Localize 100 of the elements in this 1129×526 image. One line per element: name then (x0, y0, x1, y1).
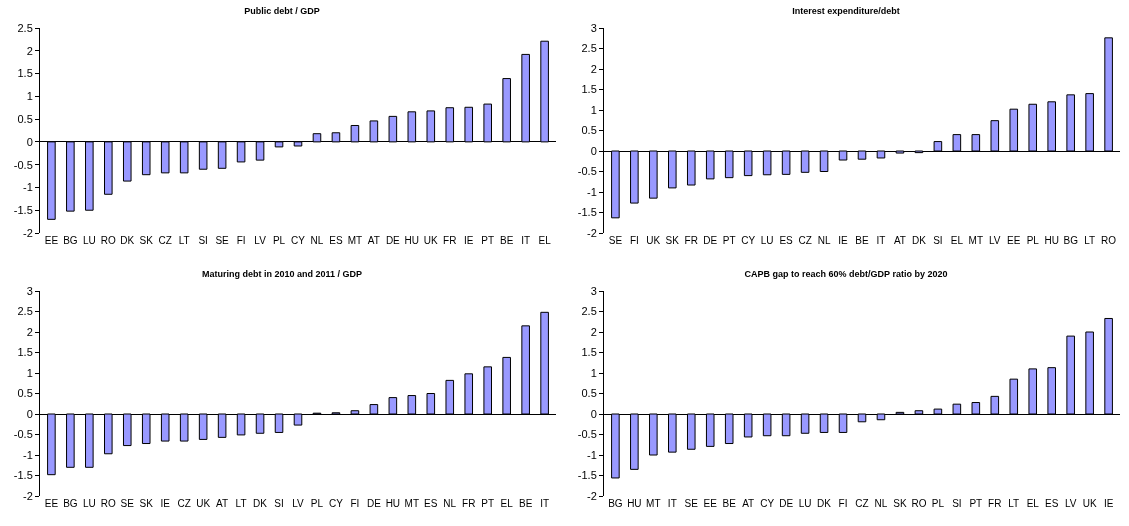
x-tick-label: SK (139, 498, 154, 509)
x-tick-label: CZ (177, 498, 191, 509)
y-tick-label: 1.5 (581, 346, 597, 359)
y-tick-label: 2.5 (581, 305, 597, 318)
x-tick-label: HU (627, 498, 642, 509)
x-tick-label: AT (216, 498, 229, 509)
x-tick-label: IT (540, 498, 550, 509)
y-tick-label: -0.5 (13, 158, 33, 171)
x-tick-label: PL (1026, 235, 1040, 246)
x-tick-label: EL (500, 498, 514, 509)
x-tick-label: DK (120, 235, 135, 246)
x-tick-label: RO (100, 235, 117, 246)
y-tick-label: 0 (590, 144, 597, 157)
x-tick-label: CZ (798, 235, 812, 246)
x-tick-label: HU (1044, 235, 1059, 246)
y-tick-label: 2 (590, 62, 597, 75)
x-tick-label: UK (423, 235, 439, 246)
chart-title: Interest expenditure/debt (792, 6, 900, 17)
x-tick-label: AT (367, 235, 380, 246)
x-tick-label: FR (443, 235, 457, 246)
x-tick-label: SI (952, 498, 962, 509)
y-tick-label: 1 (590, 103, 597, 116)
x-tick-label: CY (328, 498, 344, 509)
x-tick-label: MT (347, 235, 363, 246)
x-tick-label: RO (1101, 235, 1117, 246)
x-tick-label: PL (272, 235, 286, 246)
x-tick-label: BG (608, 498, 623, 509)
x-tick-label: EL (1026, 498, 1040, 509)
y-tick-label: 1.5 (17, 67, 33, 80)
x-tick-label: MT (968, 235, 984, 246)
x-tick-label: PT (969, 498, 983, 509)
x-tick-label: LU (798, 498, 812, 509)
x-tick-label: EE (703, 498, 718, 509)
chart-title: Public debt / GDP (244, 6, 320, 17)
x-tick-label: SE (120, 498, 135, 509)
x-tick-label: PL (310, 498, 324, 509)
x-tick-label: MT (646, 498, 661, 509)
y-tick-label: 0 (26, 135, 33, 148)
x-tick-label: NL (874, 498, 888, 509)
x-tick-label: ES (424, 498, 438, 509)
x-tick-label: IE (838, 235, 849, 246)
y-tick-label: -1.5 (577, 206, 597, 219)
x-tick-label: IT (521, 235, 531, 246)
x-tick-label: SE (684, 498, 699, 509)
x-tick-label: BG (63, 235, 78, 246)
x-tick-label: PT (722, 235, 736, 246)
y-tick-label: -1.5 (13, 204, 33, 217)
x-tick-label: SK (665, 235, 680, 246)
y-tick-label: -1 (587, 448, 597, 461)
x-tick-label: EE (44, 235, 59, 246)
x-tick-label: NL (443, 498, 457, 509)
x-tick-label: FI (236, 235, 246, 246)
x-tick-label: SI (198, 235, 208, 246)
x-tick-label: BE (500, 235, 514, 246)
x-tick-label: HU (404, 235, 420, 246)
x-tick-label: LV (292, 498, 305, 509)
x-tick-label: AT (742, 498, 755, 509)
x-tick-label: LT (1084, 235, 1096, 246)
x-tick-label: FI (838, 498, 848, 509)
y-tick-label: -0.5 (577, 165, 597, 178)
x-tick-label: UK (1082, 498, 1097, 509)
x-tick-label: PT (481, 235, 495, 246)
x-tick-label: LV (1064, 498, 1077, 509)
x-tick-label: BG (1063, 235, 1079, 246)
y-tick-label: -2 (23, 226, 33, 239)
x-tick-label: SK (893, 498, 907, 509)
y-tick-label: 2 (590, 325, 597, 338)
x-tick-label: DK (911, 235, 927, 246)
chart-title: CAPB gap to reach 60% debt/GDP ratio by 2020 (744, 269, 948, 280)
y-tick-label: 2.5 (17, 305, 33, 318)
x-tick-label: BE (855, 235, 869, 246)
y-tick-label: -2 (587, 226, 597, 239)
x-tick-label: LV (254, 235, 267, 246)
x-tick-label: NL (310, 235, 324, 246)
y-tick-label: 0 (590, 407, 597, 420)
y-tick-label: 2 (26, 44, 33, 57)
y-tick-label: 0.5 (581, 124, 597, 137)
y-tick-label: 3 (590, 284, 597, 297)
y-tick-label: 0.5 (581, 387, 597, 400)
x-tick-label: PT (481, 498, 495, 509)
y-tick-label: -2 (23, 489, 33, 502)
y-tick-label: 0.5 (17, 112, 33, 125)
x-tick-label: HU (385, 498, 401, 509)
x-tick-label: CY (741, 235, 756, 246)
x-tick-label: LU (760, 235, 774, 246)
x-tick-label: EE (44, 498, 59, 509)
y-tick-label: -1.5 (13, 469, 33, 482)
x-tick-label: FI (350, 498, 360, 509)
y-tick-label: 2.5 (17, 21, 33, 34)
y-tick-label: -1 (23, 448, 33, 461)
x-tick-label: IT (667, 498, 677, 509)
x-tick-label: RO (911, 498, 927, 509)
x-tick-label: DK (817, 498, 832, 509)
x-tick-label: BE (518, 498, 533, 509)
x-tick-label: ES (779, 235, 794, 246)
y-tick-label: 2 (26, 325, 33, 338)
x-tick-label: RO (100, 498, 117, 509)
x-tick-label: CZ (158, 235, 172, 246)
x-tick-label: AT (893, 235, 906, 246)
x-tick-label: SI (933, 235, 943, 246)
